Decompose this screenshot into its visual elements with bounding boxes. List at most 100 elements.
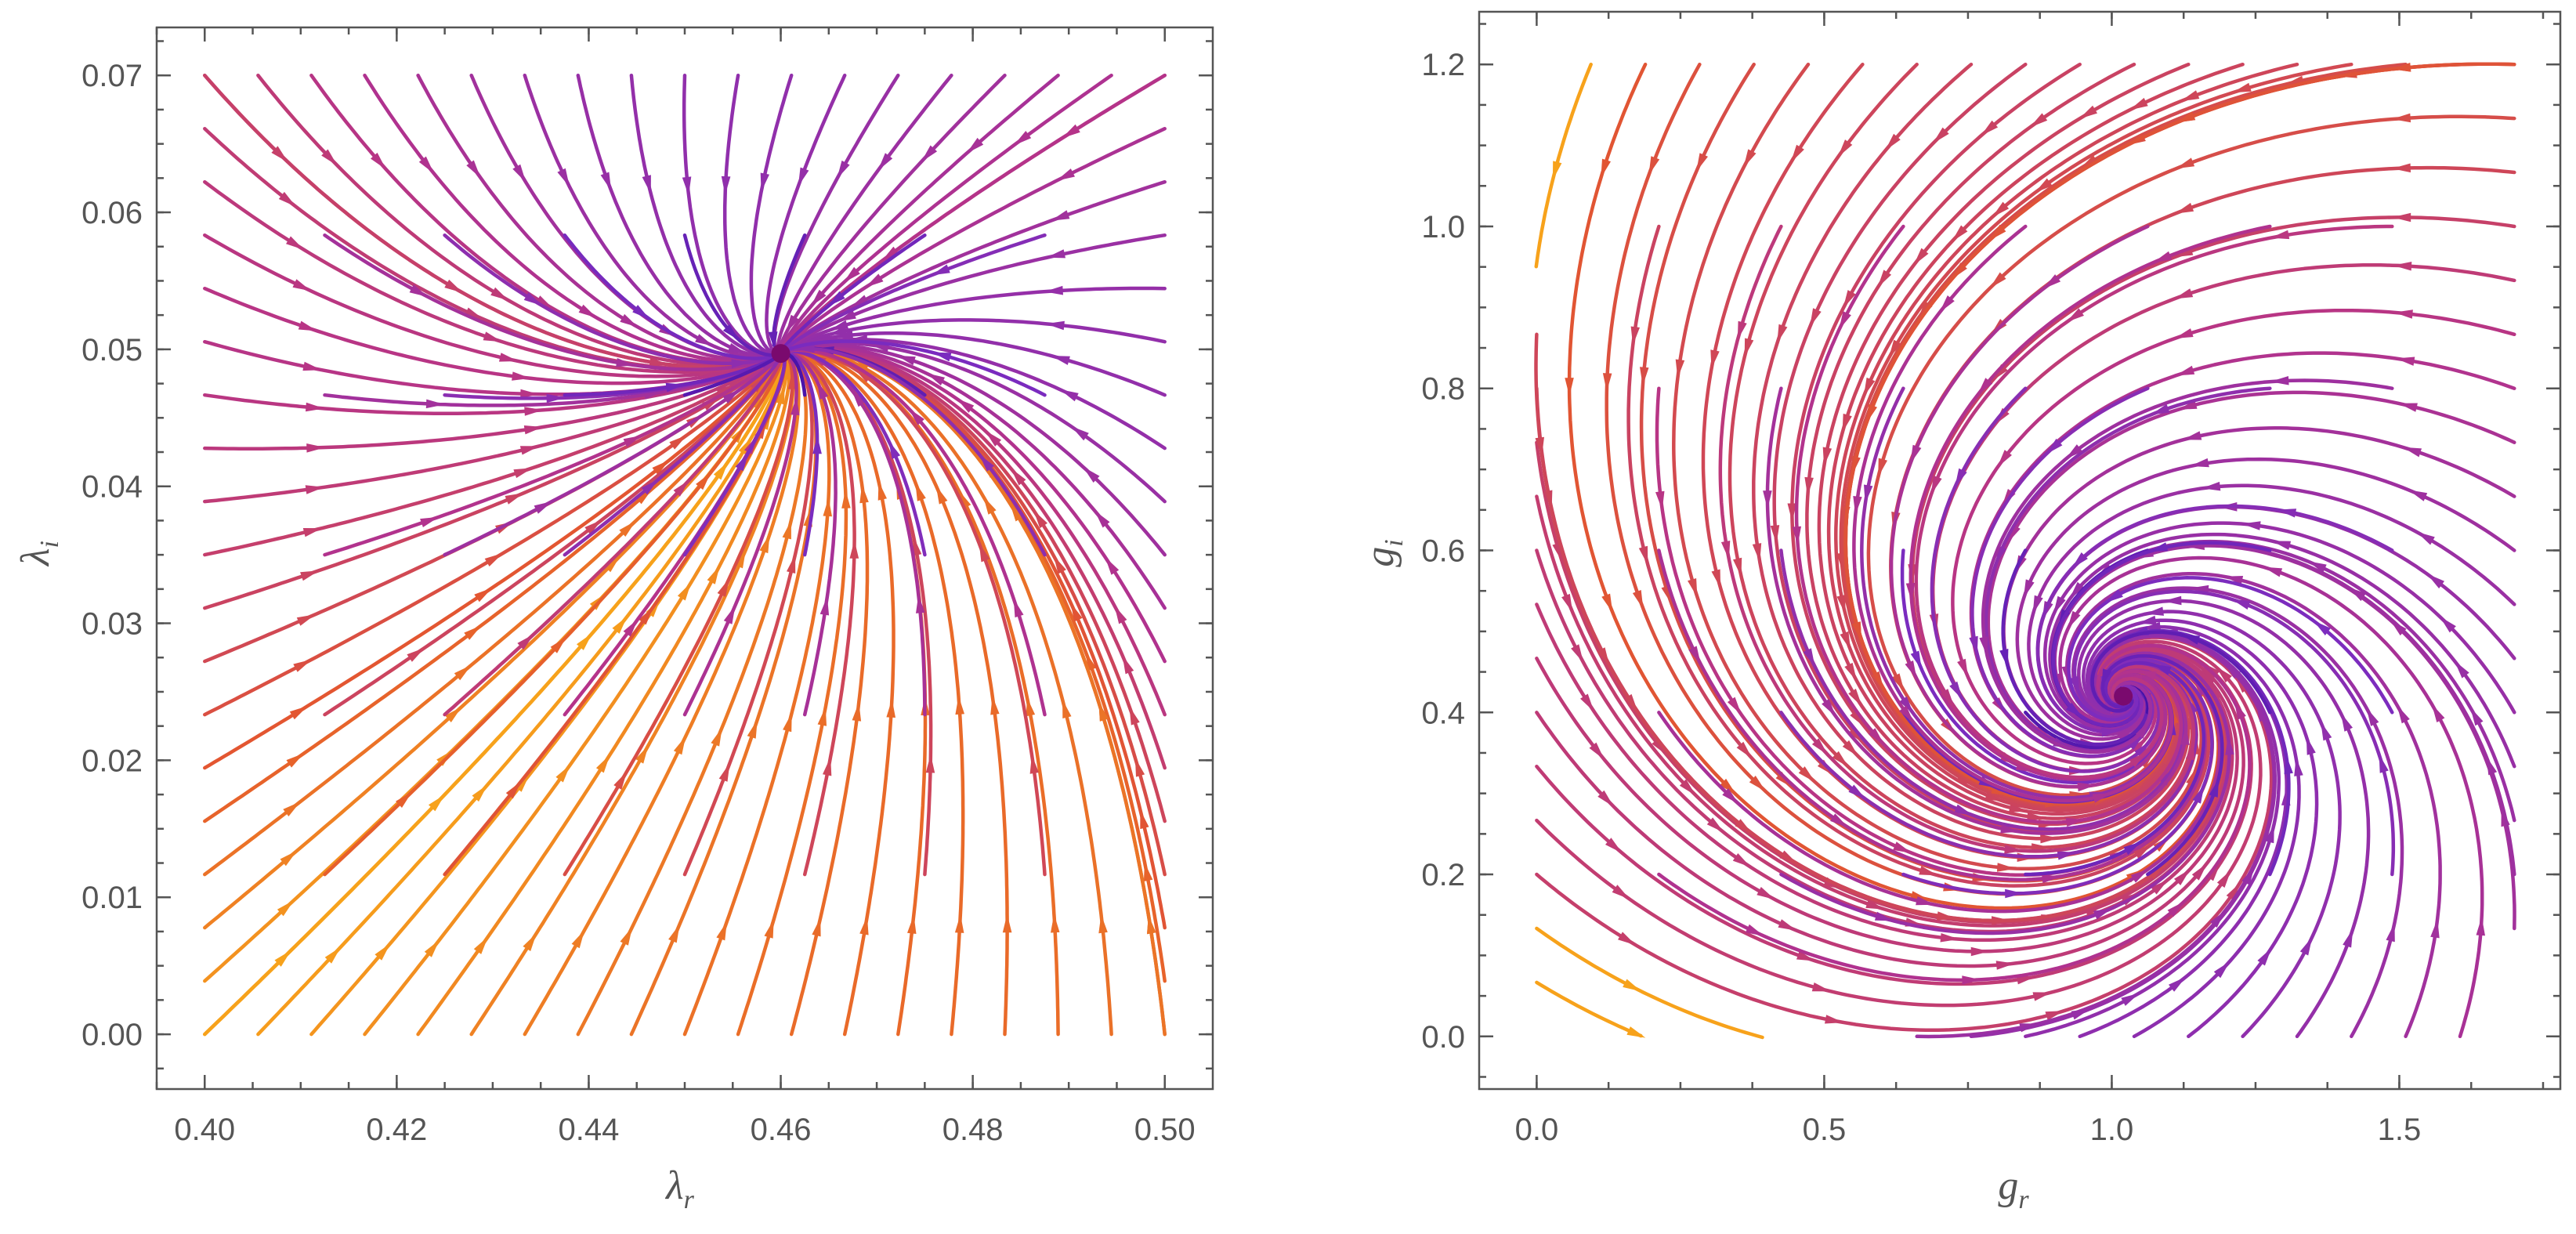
stream-arrowhead	[2079, 155, 2098, 169]
stream-arrowhead	[1720, 541, 1731, 560]
stream-arrowhead	[1749, 776, 1766, 792]
stream-arrowhead	[1891, 673, 1905, 692]
stream-arrowhead	[1798, 766, 1815, 783]
streamline	[2051, 541, 2272, 728]
stream-arrowhead	[728, 342, 747, 354]
y-tick-label: 1.2	[1421, 48, 1465, 82]
streamline	[363, 73, 776, 364]
stream-arrowhead	[2277, 508, 2297, 518]
stream-arrowhead	[306, 443, 325, 453]
stream-arrowhead	[1803, 648, 1815, 668]
stream-arrowhead	[1848, 726, 1865, 744]
stream-arrowhead	[1062, 124, 1080, 139]
stream-arrowhead	[2271, 541, 2292, 550]
stream-arrowhead	[2306, 736, 2316, 755]
stream-arrowhead	[1736, 741, 1753, 759]
stream-arrowhead	[2071, 552, 2088, 569]
stream-arrowhead	[473, 936, 489, 954]
stream-arrowhead	[915, 482, 926, 501]
streamline	[787, 339, 1047, 397]
stream-arrowhead	[783, 712, 792, 733]
stream-arrowhead	[277, 900, 295, 917]
streamline	[1779, 651, 2231, 935]
stream-arrowhead	[2343, 928, 2353, 948]
stream-arrowhead	[2213, 961, 2230, 979]
stream-arrowhead	[1679, 779, 1696, 796]
stream-arrowhead	[1565, 378, 1574, 396]
stream-arrowhead	[2408, 490, 2428, 501]
stream-arrowhead	[2004, 845, 2024, 854]
stream-arrowhead	[2174, 328, 2194, 339]
stream-arrowhead	[517, 634, 534, 650]
streamline	[1817, 62, 2191, 816]
stream-arrowhead	[865, 273, 884, 288]
stream-arrowhead	[1919, 866, 1938, 876]
y-tick-label: 0.2	[1421, 858, 1465, 892]
stream-arrowhead	[1955, 468, 1967, 487]
stream-arrowhead	[2153, 251, 2173, 263]
stream-arrowhead	[1013, 131, 1032, 146]
stream-arrowhead	[271, 146, 288, 162]
streamline	[1866, 114, 2516, 798]
stream-arrowhead	[1770, 525, 1780, 545]
stream-arrowhead	[2137, 615, 2157, 625]
stream-arrowhead	[1778, 919, 1797, 931]
stream-arrowhead	[2430, 919, 2440, 939]
stream-arrowhead	[881, 246, 899, 262]
y-tick-label: 0.04	[81, 470, 143, 505]
stream-arrowhead	[280, 850, 298, 867]
stream-arrowhead	[1864, 484, 1873, 504]
streamline	[749, 73, 794, 355]
stream-arrowhead	[2486, 756, 2498, 776]
streamline	[469, 354, 795, 1037]
right-stream-plot: 0.0 0.5 1.0 1.5 0.0 0.2 0.4 0.6 0.8 1.0 1.2 gr gi	[1358, 10, 2562, 1214]
stream-arrowhead	[1825, 1015, 1844, 1024]
stream-arrowhead	[1083, 466, 1100, 483]
stream-arrowhead	[2241, 521, 2261, 530]
stream-arrowhead	[499, 353, 519, 362]
stream-arrowhead	[2069, 675, 2080, 695]
stream-arrowhead	[1114, 605, 1127, 624]
stream-arrowhead	[2398, 403, 2418, 412]
stream-arrowhead	[837, 309, 856, 322]
streamline	[563, 356, 794, 877]
stream-arrowhead	[454, 664, 472, 681]
stream-arrowhead	[1878, 458, 1887, 477]
stream-arrowhead	[1790, 144, 1804, 163]
x-tick-label: 0.0	[1515, 1113, 1559, 1147]
streamline	[786, 348, 1047, 717]
stream-arrowhead	[1949, 681, 1963, 700]
stream-arrowhead	[1733, 557, 1742, 577]
stream-arrowhead	[852, 702, 862, 722]
stream-arrowhead	[1623, 979, 1641, 992]
stream-arrowhead	[954, 914, 964, 933]
stream-arrowhead	[1930, 475, 1942, 494]
stream-arrowhead	[1129, 706, 1140, 726]
stream-arrowhead	[1905, 660, 1917, 679]
stream-arrowhead	[1775, 771, 1793, 788]
stream-arrowhead	[274, 950, 291, 967]
stream-arrowhead	[1711, 569, 1721, 588]
stream-arrowhead	[1029, 755, 1039, 774]
stream-arrowhead	[829, 320, 848, 331]
streamline	[203, 360, 780, 823]
stream-arrowhead	[302, 361, 322, 371]
stream-arrowhead	[555, 765, 570, 783]
streamline	[203, 359, 785, 1037]
streamline	[2067, 576, 2394, 722]
stream-arrowhead	[2176, 365, 2195, 376]
streamline	[1752, 62, 2191, 841]
right-fixed-point	[2114, 686, 2133, 706]
stream-arrowhead	[2092, 793, 2111, 803]
x-tick-label: 0.40	[174, 1113, 235, 1147]
stream-arrowhead	[843, 266, 860, 283]
stream-arrowhead	[2231, 599, 2251, 610]
stream-arrowhead	[888, 440, 901, 459]
y-tick-label: 0.02	[81, 744, 143, 778]
stream-arrowhead	[896, 355, 916, 366]
stream-arrowhead	[409, 284, 429, 297]
stream-arrowhead	[2057, 851, 2076, 860]
stream-arrowhead	[1571, 644, 1584, 663]
stream-arrowhead	[429, 794, 445, 812]
